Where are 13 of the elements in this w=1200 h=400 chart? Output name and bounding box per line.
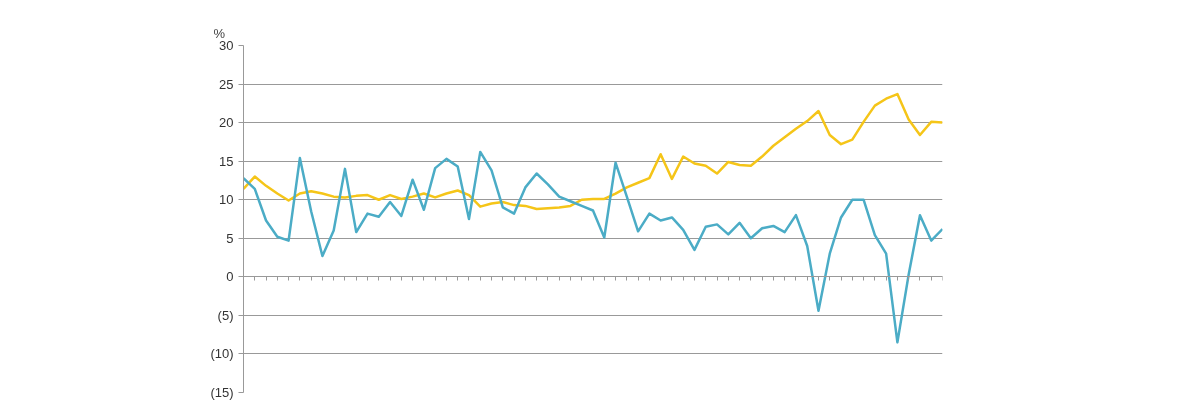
y-tick-label: 20 [219, 115, 234, 131]
y-tick-label: 5 [226, 230, 234, 246]
y-tick-label: 10 [219, 192, 234, 208]
line-series [243, 150, 943, 344]
line-series [243, 92, 943, 211]
y-tick-label: 25 [219, 76, 234, 92]
y-tick-label: (10) [210, 346, 234, 362]
y-tick-label: (15) [210, 385, 234, 400]
y-tick-label: 15 [219, 153, 234, 169]
y-tick-label: 0 [226, 269, 234, 285]
y-tick-label: 30 [219, 38, 234, 53]
y-tick-label: (5) [217, 307, 234, 323]
y-axis-title: % [213, 25, 226, 41]
